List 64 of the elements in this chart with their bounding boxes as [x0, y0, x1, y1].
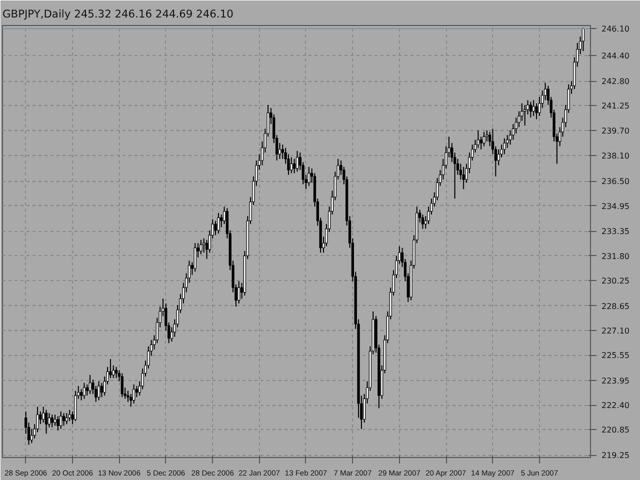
candlestick: [62, 412, 66, 426]
candlestick: [42, 406, 45, 424]
candlestick: [480, 136, 482, 150]
candlestick: [56, 416, 60, 431]
y-tick-label: 220.85: [602, 426, 630, 435]
candlestick: [126, 390, 130, 402]
candlestick: [194, 242, 196, 272]
candlestick: [220, 214, 223, 228]
candlestick: [532, 100, 535, 117]
y-tick-label: 233.35: [602, 227, 630, 236]
y-tick-label: 223.95: [602, 376, 630, 386]
candlestick: [462, 166, 465, 190]
candlestick: [74, 390, 77, 422]
candlestick: [65, 412, 68, 425]
y-tick-label: 241.25: [602, 102, 630, 111]
candlestick: [529, 101, 532, 118]
y-tick-label: 230.25: [602, 276, 630, 286]
y-tick-label: 219.25: [602, 451, 630, 460]
candlestick: [68, 409, 71, 422]
candlestick: [120, 372, 124, 398]
candlestick: [582, 27, 585, 52]
candlestick: [486, 130, 488, 142]
candlestick: [535, 102, 538, 120]
candlestick: [86, 384, 88, 396]
y-tick-label: 227.10: [602, 326, 630, 336]
y-tick-label: 228.65: [602, 302, 630, 311]
y-tick-label: 225.55: [602, 351, 630, 360]
y-tick-label: 236.50: [602, 177, 630, 186]
candlestick: [130, 393, 132, 408]
candlestick: [503, 138, 506, 155]
candlestick: [109, 358, 112, 379]
y-tick-label: 238.10: [602, 152, 630, 161]
candlestick: [132, 384, 136, 404]
candlestick: [39, 410, 42, 425]
candlestick: [281, 144, 284, 160]
y-tick-label: 231.80: [602, 252, 630, 261]
y-tick-label: 242.80: [602, 77, 630, 86]
candlestick: [497, 148, 500, 166]
y-tick-label: 234.95: [602, 202, 630, 211]
ref-line-label: 246.10: [602, 24, 630, 34]
candlestick: [214, 220, 217, 236]
candlestick: [482, 131, 486, 147]
candlestick: [88, 374, 92, 394]
candlestick: [202, 238, 206, 254]
candlestick: [524, 104, 526, 126]
candlestick: [44, 409, 48, 434]
y-tick-label: 244.40: [602, 52, 630, 61]
candlestick: [60, 410, 62, 430]
y-tick-label: 239.70: [602, 126, 630, 136]
candlestick: [238, 280, 240, 304]
candlestick: [308, 166, 310, 186]
candlestick: [200, 239, 202, 255]
candlestick: [97, 380, 100, 401]
candlestick: [217, 212, 220, 234]
candlestick: [296, 150, 299, 172]
candlestick: [50, 414, 54, 428]
candlestick: [476, 130, 480, 148]
candlestick: [82, 382, 86, 400]
chart-title: GBPJPY,Daily 245.32 246.16 244.69 246.10: [2, 8, 234, 20]
candlestick: [114, 366, 118, 379]
candlestick: [100, 382, 104, 398]
y-tick-label: 222.40: [602, 401, 630, 410]
candlestick: [54, 414, 56, 426]
candlestick: [290, 156, 293, 174]
